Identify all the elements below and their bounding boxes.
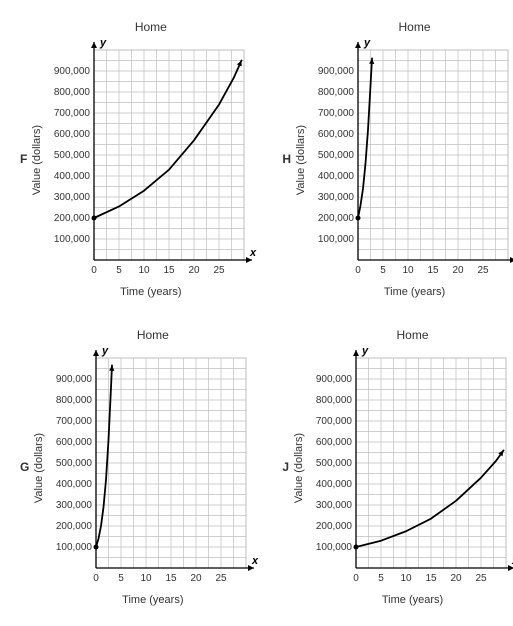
svg-text:20: 20 — [452, 265, 464, 276]
svg-text:25: 25 — [475, 573, 487, 584]
svg-text:x: x — [251, 555, 259, 567]
svg-text:500,000: 500,000 — [318, 150, 355, 161]
chart-panel-G: G Home Value (dollars) y x 0 5 10 15 20 25 100,000 2… — [20, 328, 272, 606]
svg-text:10: 10 — [402, 265, 414, 276]
chart-wrap: Home Value (dollars) y x 0 5 10 15 20 25 100,000 20… — [31, 20, 270, 298]
chart-wrap: HomeValue (dollars)yx0510152025100,00020… — [295, 20, 513, 298]
svg-text:15: 15 — [425, 573, 437, 584]
svg-text:300,000: 300,000 — [56, 500, 93, 511]
svg-text:15: 15 — [166, 573, 178, 584]
svg-text:900,000: 900,000 — [318, 66, 355, 77]
y-axis-label: Value (dollars) — [33, 433, 45, 503]
chart-panel-J: JHomeValue (dollars)yx0510152025100,0002… — [282, 328, 513, 606]
svg-text:0: 0 — [355, 265, 361, 276]
x-axis-label: Time (years) — [122, 594, 183, 606]
svg-text:400,000: 400,000 — [56, 479, 93, 490]
panel-label: G — [20, 460, 29, 474]
svg-text:y: y — [361, 345, 369, 357]
plot-row: Value (dollars) y x 0 5 10 15 20 25 100,000 200,00… — [31, 36, 270, 284]
svg-text:400,000: 400,000 — [318, 171, 355, 182]
svg-text:10: 10 — [139, 265, 151, 276]
svg-text:25: 25 — [214, 265, 226, 276]
x-axis-label: Time (years) — [382, 594, 443, 606]
chart-svg: y x 0 5 10 15 20 25 100,000 200,000 300,000 400,000… — [48, 344, 260, 592]
chart-title: Home — [135, 20, 167, 34]
svg-text:0: 0 — [92, 265, 98, 276]
svg-text:100,000: 100,000 — [316, 542, 353, 553]
svg-text:y: y — [101, 345, 109, 357]
chart-svg: yx0510152025100,000200,000300,000400,000… — [310, 36, 513, 284]
chart-svg: yx0510152025100,000200,000300,000400,000… — [308, 344, 513, 592]
svg-text:100,000: 100,000 — [318, 234, 355, 245]
x-axis-label: Time (years) — [120, 286, 181, 298]
svg-text:700,000: 700,000 — [54, 108, 91, 119]
svg-text:20: 20 — [450, 573, 462, 584]
panel-label: H — [282, 152, 291, 166]
svg-text:800,000: 800,000 — [316, 395, 353, 406]
plot-row: Value (dollars) y x 0 5 10 15 20 25 100,000 200,00… — [33, 344, 272, 592]
chart-title: Home — [137, 328, 169, 342]
svg-text:300,000: 300,000 — [318, 192, 355, 203]
svg-text:x: x — [249, 247, 257, 259]
y-axis-label: Value (dollars) — [293, 433, 305, 503]
chart-svg: y x 0 5 10 15 20 25 100,000 200,000 300,000 400,000… — [46, 36, 258, 284]
chart-wrap: Home Value (dollars) y x 0 5 10 15 20 25 100,000 20… — [33, 328, 272, 606]
svg-text:800,000: 800,000 — [318, 87, 355, 98]
svg-text:5: 5 — [119, 573, 125, 584]
chart-grid: F Home Value (dollars) y x 0 5 10 15 20 25 100,000 2… — [20, 20, 493, 606]
svg-text:200,000: 200,000 — [318, 213, 355, 224]
svg-text:600,000: 600,000 — [316, 437, 353, 448]
svg-text:25: 25 — [477, 265, 489, 276]
svg-text:500,000: 500,000 — [316, 458, 353, 469]
svg-text:0: 0 — [94, 573, 100, 584]
svg-text:900,000: 900,000 — [316, 374, 353, 385]
svg-text:500,000: 500,000 — [54, 150, 91, 161]
plot-row: Value (dollars)yx0510152025100,000200,00… — [293, 344, 513, 592]
svg-text:25: 25 — [216, 573, 228, 584]
panel-label: J — [282, 460, 289, 474]
svg-text:5: 5 — [378, 573, 384, 584]
svg-text:200,000: 200,000 — [56, 521, 93, 532]
svg-text:y: y — [99, 37, 107, 49]
svg-text:5: 5 — [117, 265, 123, 276]
svg-text:20: 20 — [189, 265, 201, 276]
svg-text:200,000: 200,000 — [316, 521, 353, 532]
x-axis-label: Time (years) — [384, 286, 445, 298]
svg-text:10: 10 — [141, 573, 153, 584]
svg-text:15: 15 — [427, 265, 439, 276]
svg-text:300,000: 300,000 — [54, 192, 91, 203]
y-axis-label: Value (dollars) — [31, 125, 43, 195]
svg-text:700,000: 700,000 — [316, 416, 353, 427]
svg-text:600,000: 600,000 — [56, 437, 93, 448]
svg-text:900,000: 900,000 — [56, 374, 93, 385]
panel-label: F — [20, 152, 27, 166]
svg-text:400,000: 400,000 — [54, 171, 91, 182]
chart-panel-F: F Home Value (dollars) y x 0 5 10 15 20 25 100,000 2… — [20, 20, 272, 298]
chart-wrap: HomeValue (dollars)yx0510152025100,00020… — [293, 328, 513, 606]
svg-text:700,000: 700,000 — [56, 416, 93, 427]
svg-text:5: 5 — [380, 265, 386, 276]
chart-panel-H: HHomeValue (dollars)yx0510152025100,0002… — [282, 20, 513, 298]
svg-text:500,000: 500,000 — [56, 458, 93, 469]
svg-text:400,000: 400,000 — [316, 479, 353, 490]
svg-text:600,000: 600,000 — [318, 129, 355, 140]
svg-text:100,000: 100,000 — [56, 542, 93, 553]
svg-text:100,000: 100,000 — [54, 234, 91, 245]
svg-text:900,000: 900,000 — [54, 66, 91, 77]
svg-text:y: y — [363, 37, 371, 49]
chart-title: Home — [397, 328, 429, 342]
svg-text:10: 10 — [400, 573, 412, 584]
svg-text:600,000: 600,000 — [54, 129, 91, 140]
svg-text:800,000: 800,000 — [54, 87, 91, 98]
y-axis-label: Value (dollars) — [295, 125, 307, 195]
svg-text:15: 15 — [164, 265, 176, 276]
svg-text:800,000: 800,000 — [56, 395, 93, 406]
svg-text:20: 20 — [191, 573, 203, 584]
svg-text:300,000: 300,000 — [316, 500, 353, 511]
svg-text:0: 0 — [353, 573, 359, 584]
svg-text:200,000: 200,000 — [54, 213, 91, 224]
plot-row: Value (dollars)yx0510152025100,000200,00… — [295, 36, 513, 284]
chart-title: Home — [399, 20, 431, 34]
svg-text:700,000: 700,000 — [318, 108, 355, 119]
